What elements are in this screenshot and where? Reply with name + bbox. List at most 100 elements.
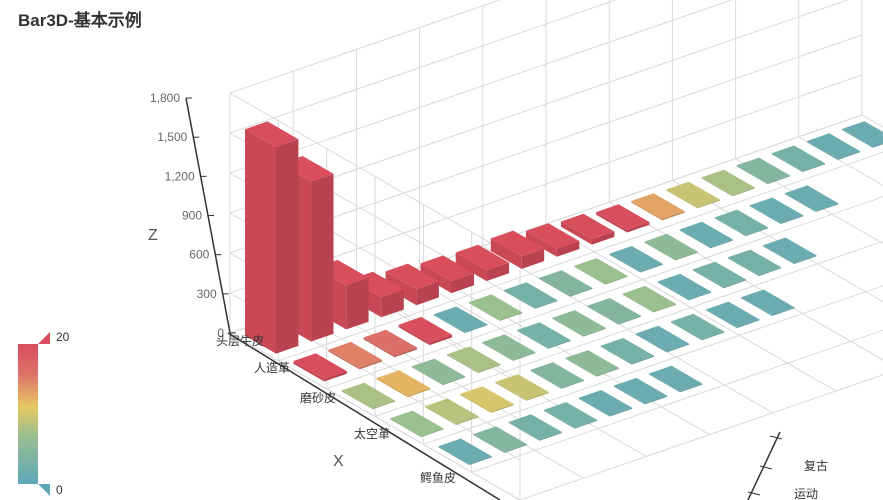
bar[interactable] [433, 306, 488, 334]
bar[interactable] [587, 298, 641, 325]
bar-face [723, 279, 747, 289]
bar-face [644, 395, 668, 405]
bar-face [670, 321, 702, 341]
bar[interactable] [635, 325, 690, 353]
bar[interactable] [328, 341, 382, 370]
bar-face [653, 303, 676, 313]
x-tick-label: 太空革 [354, 426, 390, 441]
bar[interactable] [411, 358, 466, 386]
bar[interactable] [460, 386, 514, 413]
bar[interactable] [657, 273, 712, 301]
bar-face [666, 343, 690, 353]
bar-face [416, 281, 439, 306]
bar-face [539, 277, 571, 297]
bar-face [697, 199, 720, 209]
bar-face [736, 165, 768, 185]
visual-map[interactable]: 20 0 [18, 330, 70, 497]
bar[interactable] [363, 329, 417, 358]
bar-face [692, 269, 724, 289]
bar[interactable] [631, 193, 685, 221]
bar[interactable] [473, 426, 527, 453]
bar[interactable] [525, 223, 580, 257]
bar[interactable] [749, 197, 804, 225]
bar[interactable] [806, 133, 861, 160]
z-axis-name: Z [148, 227, 158, 244]
bar[interactable] [420, 255, 474, 294]
bar[interactable] [741, 289, 795, 317]
bar[interactable] [763, 237, 817, 265]
bar-face [543, 409, 575, 429]
bar[interactable] [701, 169, 755, 197]
bar[interactable] [482, 334, 536, 361]
bar-face [328, 349, 360, 370]
bar[interactable] [649, 365, 703, 393]
bar-face [526, 392, 549, 401]
bar-face [802, 163, 826, 172]
bar-face [490, 238, 522, 269]
x-tick-label: 头层牛皮 [216, 333, 264, 348]
bar[interactable] [736, 157, 790, 185]
bar-face [245, 129, 276, 354]
bar[interactable] [376, 370, 431, 398]
bar[interactable] [438, 438, 492, 466]
bar[interactable] [552, 310, 606, 337]
bar[interactable] [771, 145, 826, 173]
bar[interactable] [517, 322, 571, 349]
bar[interactable] [425, 398, 479, 426]
bar-top [328, 341, 382, 368]
visual-map-gradient-bar[interactable] [18, 344, 38, 484]
bar[interactable] [609, 246, 663, 273]
bar[interactable] [504, 282, 558, 309]
bar[interactable] [679, 221, 733, 249]
visual-map-min-handle[interactable] [38, 484, 50, 496]
bar-face [548, 340, 571, 349]
bar-face [763, 245, 794, 264]
bar[interactable] [455, 244, 510, 281]
bar[interactable] [565, 350, 619, 377]
bar[interactable] [613, 377, 668, 405]
bar-face [451, 273, 474, 294]
bar[interactable] [341, 382, 396, 410]
bar[interactable] [841, 121, 883, 148]
visual-map-max-label: 20 [56, 330, 70, 344]
bar-face [372, 400, 396, 410]
bar[interactable] [390, 410, 444, 438]
bar[interactable] [245, 121, 299, 354]
z-tick-label: 0 [217, 326, 224, 340]
bar[interactable] [784, 185, 839, 212]
bar[interactable] [692, 261, 747, 289]
bar-face [341, 390, 373, 410]
bar[interactable] [727, 249, 782, 277]
bar[interactable] [644, 233, 698, 261]
bar[interactable] [622, 285, 676, 313]
bar[interactable] [578, 390, 633, 417]
bar-face [784, 193, 816, 212]
visual-map-max-handle[interactable] [38, 332, 50, 344]
bar[interactable] [447, 346, 501, 374]
bar[interactable] [490, 230, 545, 269]
grid-line [471, 329, 883, 473]
bar[interactable] [666, 181, 720, 209]
bar[interactable] [293, 353, 347, 382]
bar-face [411, 366, 443, 386]
bar-face [574, 265, 606, 285]
bar[interactable] [495, 374, 549, 401]
bar[interactable] [706, 301, 760, 329]
bar[interactable] [539, 270, 593, 297]
bar-top [363, 329, 417, 356]
grid-line [326, 196, 883, 390]
bar[interactable] [596, 204, 650, 233]
bar[interactable] [574, 258, 628, 285]
bar[interactable] [530, 362, 584, 389]
bar-face [627, 222, 650, 233]
bar-face [679, 229, 711, 249]
bar[interactable] [600, 338, 655, 365]
bar[interactable] [714, 209, 769, 237]
bar[interactable] [398, 316, 453, 346]
bar[interactable] [508, 414, 562, 441]
bar-face [613, 385, 645, 405]
bar[interactable] [561, 213, 615, 245]
bar[interactable] [543, 402, 598, 429]
bar[interactable] [670, 313, 725, 341]
bar[interactable] [468, 294, 523, 321]
